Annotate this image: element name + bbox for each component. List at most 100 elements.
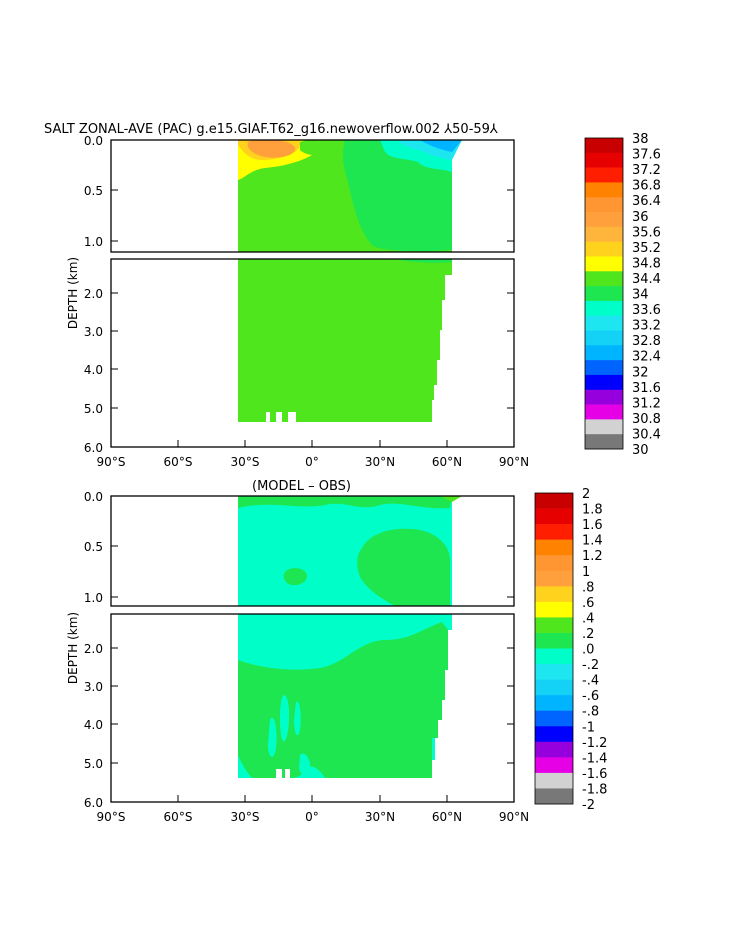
x-tick-label: 30°S <box>231 810 260 824</box>
y-tick-label: 0.5 <box>84 184 103 198</box>
colorbar-swatch <box>585 197 623 213</box>
x-tick-label: 0° <box>305 455 319 469</box>
colorbar-label: -1.6 <box>582 767 607 782</box>
colorbar-swatch <box>535 586 573 603</box>
panel-difference: (MODEL – OBS) <box>66 479 607 824</box>
y-tick-label: 5.0 <box>84 402 103 416</box>
colorbar-label: 37.6 <box>632 148 661 163</box>
colorbar-label: 35.6 <box>632 225 661 240</box>
colorbar-swatch <box>585 138 623 154</box>
y-tick-label: 0.0 <box>84 134 103 148</box>
colorbar-swatch <box>585 315 623 331</box>
colorbar-label: 32.8 <box>632 334 661 349</box>
panel-1-title: SALT ZONAL-AVE (PAC) g.e15.GIAF.T62_g16.… <box>44 122 498 137</box>
panel-1-y-tick-labels: 0.0 0.5 1.0 2.0 3.0 4.0 5.0 6.0 <box>84 134 103 455</box>
field-diff-0-2-blob <box>357 528 450 606</box>
colorbar-label: 2 <box>582 487 590 502</box>
colorbar-swatch <box>535 741 573 758</box>
panel-1-y-label: DEPTH (km) <box>66 257 80 329</box>
field-diff-0-2-deep <box>238 622 448 778</box>
y-tick-label: 2.0 <box>84 287 103 301</box>
colorbar-swatch <box>585 226 623 242</box>
colorbar-label: -1 <box>582 720 595 735</box>
colorbar-swatch <box>585 152 623 168</box>
colorbar-swatch <box>535 772 573 789</box>
colorbar-swatch <box>585 256 623 272</box>
colorbar-label: 36.8 <box>632 179 661 194</box>
y-tick-label: 6.0 <box>84 796 103 810</box>
colorbar-swatch <box>585 212 623 228</box>
panel-1-y-axis <box>111 139 514 409</box>
colorbar-swatch <box>585 286 623 302</box>
colorbar-label: 34.4 <box>632 272 661 287</box>
x-tick-label: 60°N <box>432 455 462 469</box>
colorbar-label: 36 <box>632 210 649 225</box>
y-tick-label: 3.0 <box>84 325 103 339</box>
colorbar-swatch <box>535 726 573 743</box>
colorbar-label: .8 <box>582 580 594 595</box>
colorbar-label: -.8 <box>582 705 599 720</box>
panel-2-colorbar: 21.81.61.41.21.8.6.4.2.0-.2-.4-.6-.8-1-1… <box>534 487 607 813</box>
colorbar-swatch <box>535 570 573 587</box>
colorbar-swatch <box>585 404 623 420</box>
panel-1-x-tick-labels: 90°S 60°S 30°S 0° 30°N 60°N 90°N <box>97 455 530 469</box>
colorbar-label: -1.8 <box>582 782 607 797</box>
panel-1-upper-field <box>238 139 462 252</box>
colorbar-label: -.4 <box>582 674 599 689</box>
x-tick-label: 90°S <box>97 810 126 824</box>
colorbar-swatch <box>535 788 573 805</box>
y-tick-label: 6.0 <box>84 441 103 455</box>
colorbar-swatch <box>535 493 573 509</box>
colorbar-swatch <box>585 330 623 346</box>
colorbar-swatch <box>535 539 573 556</box>
x-tick-label: 60°S <box>164 455 193 469</box>
colorbar-swatch <box>585 241 623 257</box>
field-diff-minus-streak-2 <box>268 717 277 757</box>
colorbar-label: 1 <box>582 565 590 580</box>
colorbar-swatch <box>535 679 573 696</box>
field-salt-34-4-patch <box>300 140 329 156</box>
colorbar-swatch <box>585 419 623 435</box>
y-tick-label: 3.0 <box>84 680 103 694</box>
colorbar-label: 31.6 <box>632 381 661 396</box>
y-tick-label: 5.0 <box>84 757 103 771</box>
panel-1-lower-field <box>238 259 452 422</box>
field-salt-34-4-deep <box>238 259 452 422</box>
x-tick-label: 0° <box>305 810 319 824</box>
colorbar-label: 37.2 <box>632 163 661 178</box>
colorbar-label: 31.2 <box>632 396 661 411</box>
y-tick-label: 0.0 <box>84 490 103 504</box>
colorbar-label: 36.4 <box>632 194 661 209</box>
x-tick-label: 90°N <box>499 455 529 469</box>
x-tick-label: 90°S <box>97 455 126 469</box>
colorbar-swatch <box>585 182 623 198</box>
colorbar-swatch <box>535 710 573 727</box>
panel-2-y-axis <box>111 495 514 764</box>
panel-2-y-tick-labels: 0.0 0.5 1.0 2.0 3.0 4.0 5.0 6.0 <box>84 490 103 810</box>
panel-2-x-tick-labels: 90°S 60°S 30°S 0° 30°N 60°N 90°N <box>97 810 530 824</box>
field-salt-34-shallow <box>392 259 452 263</box>
colorbar-label: .2 <box>582 627 594 642</box>
colorbar-swatch <box>535 664 573 680</box>
colorbar-swatch <box>585 300 623 317</box>
colorbar-label: 30 <box>632 443 649 458</box>
field-diff-minus-streak-3 <box>294 701 301 736</box>
colorbar-swatch <box>585 434 623 450</box>
panel-2-lower-field <box>238 614 452 778</box>
colorbar-label: 33.2 <box>632 319 661 334</box>
colorbar-label: -2 <box>582 798 595 813</box>
y-tick-label: 4.0 <box>84 718 103 732</box>
panel-2-title: (MODEL – OBS) <box>252 479 351 494</box>
panel-1-colorbar: 3837.637.236.836.43635.635.234.834.43433… <box>584 132 661 458</box>
colorbar-label: 33.6 <box>632 303 661 318</box>
colorbar-label: .6 <box>582 596 594 611</box>
colorbar-swatch <box>535 601 573 618</box>
colorbar-swatch <box>535 555 573 572</box>
colorbar-swatch <box>535 617 573 634</box>
colorbar-frame <box>584 137 624 450</box>
x-tick-label: 30°N <box>365 455 395 469</box>
colorbar-label: 32 <box>632 365 649 380</box>
colorbar-label: 35.2 <box>632 241 661 256</box>
y-tick-label: 1.0 <box>84 235 103 249</box>
